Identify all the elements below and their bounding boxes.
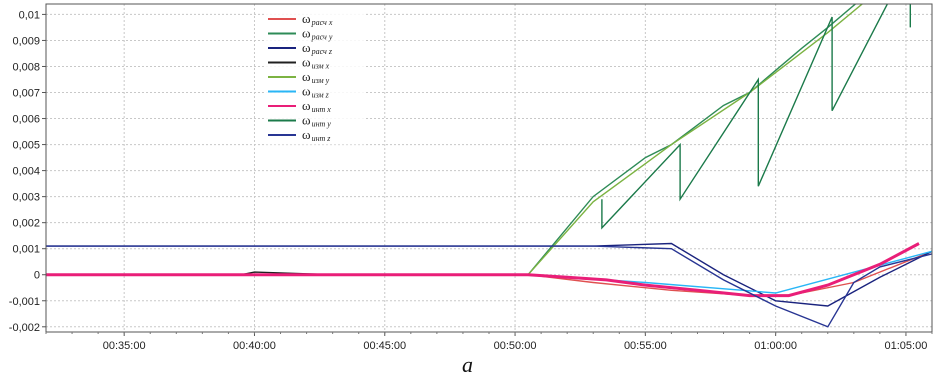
- y-tick-label: -0,001: [9, 296, 40, 308]
- x-tick-label: 00:35:00: [103, 340, 146, 352]
- y-axis: 0,01 0,009 0,008 0,007 0,006 0,005 0,004 0,003 0…: [9, 9, 46, 334]
- series-line-2: [46, 4, 857, 276]
- x-tick-label: 01:00:00: [754, 340, 797, 352]
- series-line-9: [46, 245, 932, 328]
- y-tick-label: -0,002: [9, 322, 40, 334]
- y-tick-label: 0,007: [12, 88, 40, 100]
- plot-frame: [45, 3, 933, 333]
- series-line-8: [601, 4, 911, 230]
- y-tick-label: 0,002: [12, 218, 40, 230]
- series-lines: [46, 4, 932, 328]
- y-tick-label: 0,009: [12, 35, 40, 47]
- grid: [46, 4, 932, 332]
- series-line-5: [46, 4, 864, 276]
- x-axis: 00:35:00 00:40:00 00:45:00 00:50:00 00:55:00…: [45, 332, 933, 352]
- x-tick-label: 00:50:00: [494, 340, 537, 352]
- y-tick-label: 0,01: [19, 9, 40, 21]
- y-tick-label: 0,003: [12, 192, 40, 204]
- figure-caption: a: [462, 352, 473, 377]
- y-tick-label: 0,006: [12, 114, 40, 126]
- x-tick-label: 00:45:00: [363, 340, 406, 352]
- y-tick-label: 0,005: [12, 140, 40, 152]
- x-tick-label: 00:55:00: [624, 340, 667, 352]
- y-tick-label: 0,001: [12, 244, 40, 256]
- x-tick-label: 00:40:00: [233, 340, 276, 352]
- y-tick-label: 0,008: [12, 61, 40, 73]
- y-tick-label: 0: [34, 270, 40, 282]
- y-tick-label: 0,004: [12, 166, 40, 178]
- series-line-6: [46, 250, 932, 294]
- series-line-7: [46, 242, 920, 298]
- x-tick-label: 01:05:00: [885, 340, 928, 352]
